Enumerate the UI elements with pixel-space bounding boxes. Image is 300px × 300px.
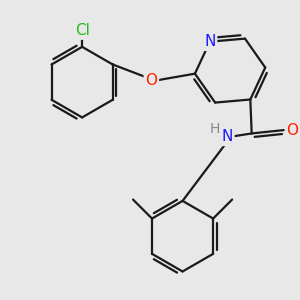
Text: O: O — [286, 122, 298, 137]
Text: O: O — [146, 73, 158, 88]
Text: N: N — [204, 34, 215, 49]
Text: Cl: Cl — [75, 23, 90, 38]
Text: N: N — [222, 129, 233, 144]
Text: H: H — [210, 122, 220, 136]
